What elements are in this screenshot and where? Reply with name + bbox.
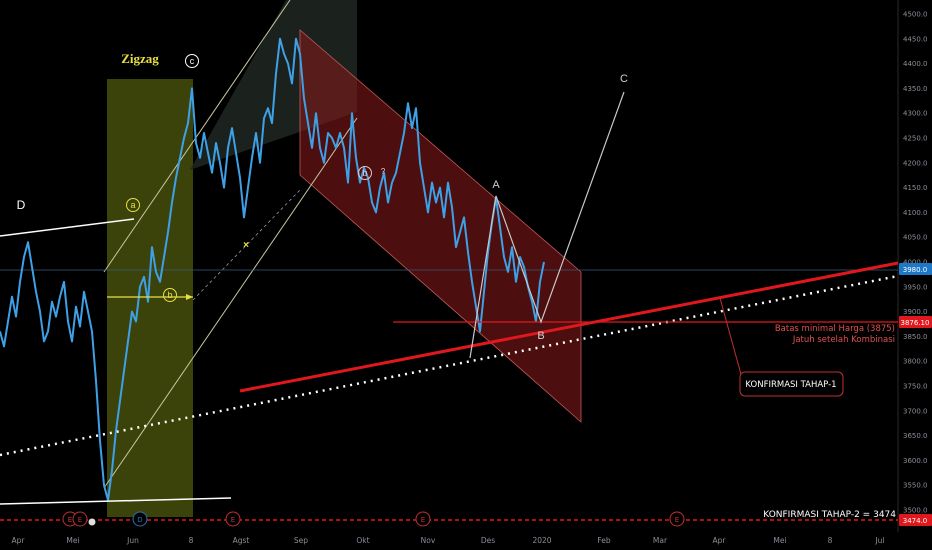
zigzag-label: Zigzag (121, 51, 159, 66)
channel-top-left (0, 218, 135, 237)
event-marker-circle (415, 511, 431, 527)
wave-B-label: B (537, 330, 544, 342)
y-tick-label: 3550.0 (903, 482, 928, 490)
x-tick-label: Jul (874, 536, 884, 545)
y-tick-label: 4300.0 (903, 110, 928, 118)
y-tick-label: 4000.0 (903, 259, 928, 267)
min-price-note-1: Batas minimal Harga (3875) (775, 324, 895, 334)
x-tick-label: Okt (356, 536, 369, 545)
event-marker-label: E (68, 516, 72, 524)
y-tick-label: 4350.0 (903, 85, 928, 93)
y-tick-label: 4100.0 (903, 209, 928, 217)
event-marker-label: E (675, 516, 679, 524)
red-trendline (239, 261, 898, 393)
y-tick-label: 4450.0 (903, 35, 928, 43)
x-tick-label: Des (481, 536, 495, 545)
wave-a-label: a (130, 200, 135, 210)
wave-b-label: b (167, 290, 172, 300)
channel-bottom-left (0, 497, 232, 505)
price-series-line (0, 37, 545, 502)
flag-marker (88, 518, 96, 526)
wave-c-label: c (190, 56, 195, 66)
x-tick-label: Mei (773, 536, 786, 545)
y-tick-label: 4400.0 (903, 60, 928, 68)
y-tick-label: 4150.0 (903, 184, 928, 192)
x-tick-label: Sep (294, 536, 308, 545)
y-tick-label: 3700.0 (903, 407, 928, 415)
event-marker-circle (132, 511, 148, 527)
y-tick-label: 4500.0 (903, 11, 928, 19)
event-marker-label: E (231, 516, 235, 524)
konfirmasi-1-box (739, 371, 844, 397)
x-tick-label: Nov (421, 536, 436, 545)
event-marker-label: E (421, 516, 425, 524)
y-tick-label: 3800.0 (903, 358, 928, 366)
wave-b-2-label: b (362, 168, 367, 178)
wave-C-label: C (620, 73, 628, 85)
upper-channel-mid (192, 189, 301, 301)
question-mark: ? (381, 167, 386, 176)
x-tick-label: Apr (713, 536, 727, 545)
abc-projection (469, 91, 625, 359)
konfirmasi-1-label: KONFIRMASI TAHAP-1 (745, 380, 836, 390)
current-price-tag-label: 3980.0 (903, 266, 928, 274)
level-2-tag-label: 3474.0 (903, 517, 928, 525)
y-tick-label: 4200.0 (903, 159, 928, 167)
current-price-tag (899, 263, 932, 275)
x-tick-label: Mar (653, 536, 668, 545)
y-tick-label: 3750.0 (903, 383, 928, 391)
red-channel-border (299, 29, 582, 423)
x-tick-label: Agst (233, 536, 250, 545)
wave-b-circle (163, 288, 177, 302)
level-b-tag-label: 3876.10 (901, 319, 930, 327)
wave-c-circle (185, 54, 199, 68)
x-tick-label: Jun (126, 536, 139, 545)
wave-d-label: D (17, 198, 26, 212)
y-tick-label: 3600.0 (903, 457, 928, 465)
wave-b-2-circle (358, 166, 372, 180)
konfirmasi-2-label: KONFIRMASI TAHAP-2 = 3474 (763, 510, 896, 520)
dotted-trendline (0, 274, 898, 457)
event-marker-label: E (78, 516, 82, 524)
wave-A-label: A (492, 179, 500, 191)
min-price-note-2: Jatuh setelah Kombinasi (792, 335, 895, 345)
wave-b-arrow (186, 294, 193, 300)
level-b-tag (899, 316, 932, 328)
x-tick-label: 2020 (532, 536, 551, 545)
y-tick-label: 4050.0 (903, 234, 928, 242)
red-channel (300, 30, 581, 422)
x-tick-label: 8 (189, 536, 194, 545)
y-tick-label: 3900.0 (903, 308, 928, 316)
event-marker-circle (669, 511, 685, 527)
upper-channel-top (103, 0, 291, 273)
x-marker: × (243, 240, 249, 251)
event-marker-circle (225, 511, 241, 527)
y-tick-label: 3650.0 (903, 432, 928, 440)
x-tick-label: Mei (66, 536, 79, 545)
konfirmasi-1-pointer (719, 297, 743, 379)
y-tick-label: 3850.0 (903, 333, 928, 341)
zigzag-box (107, 79, 193, 517)
x-tick-label: Feb (597, 536, 611, 545)
y-tick-label: 4250.0 (903, 135, 928, 143)
x-tick-label: Apr (12, 536, 26, 545)
y-tick-label: 3950.0 (903, 283, 928, 291)
event-marker-circle (72, 511, 88, 527)
event-marker-label: D (137, 516, 142, 524)
x-tick-label: 8 (828, 536, 833, 545)
level-2-tag (899, 514, 932, 526)
y-tick-label: 3500.0 (903, 507, 928, 515)
wave-a-circle (126, 198, 140, 212)
